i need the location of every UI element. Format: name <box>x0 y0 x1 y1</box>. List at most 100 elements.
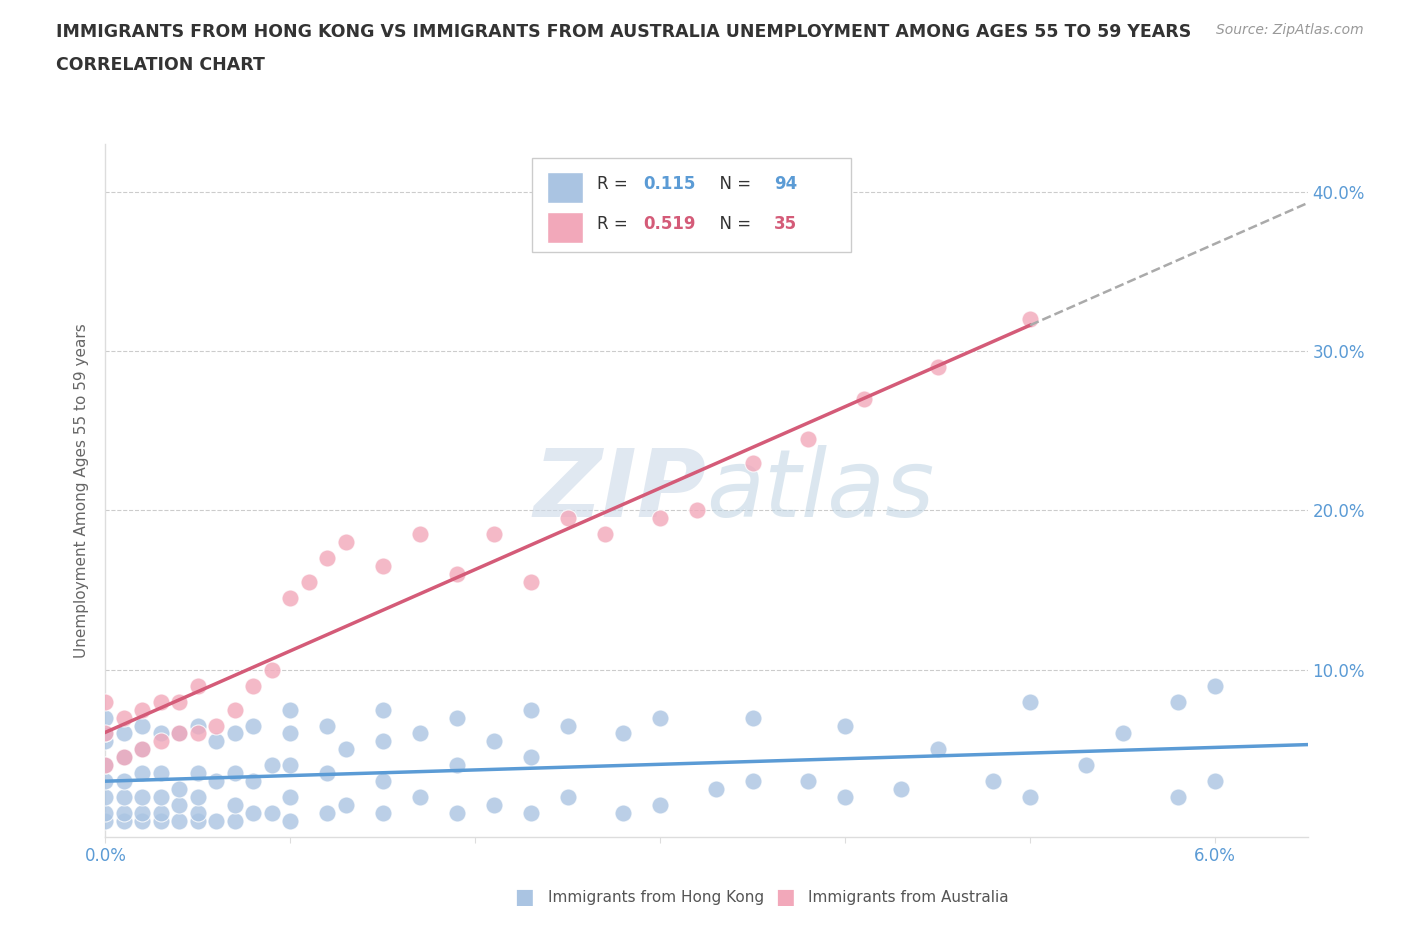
Point <box>94 711 117 725</box>
Point <box>927 360 949 375</box>
Point <box>280 702 302 717</box>
Point <box>205 718 228 733</box>
Point <box>131 805 153 820</box>
Point <box>131 765 153 780</box>
Point <box>242 774 264 789</box>
Point <box>224 765 246 780</box>
Point <box>94 726 117 741</box>
Point <box>316 551 339 565</box>
Point <box>112 814 135 829</box>
Point <box>1111 726 1133 741</box>
Point <box>149 726 172 741</box>
Point <box>187 726 209 741</box>
Text: Immigrants from Hong Kong: Immigrants from Hong Kong <box>548 890 765 905</box>
Point <box>371 559 394 574</box>
Point <box>94 694 117 709</box>
Point <box>94 790 117 804</box>
Point <box>169 694 191 709</box>
Point <box>371 774 394 789</box>
FancyBboxPatch shape <box>547 172 582 203</box>
Point <box>1204 774 1226 789</box>
Point <box>612 726 634 741</box>
Point <box>371 702 394 717</box>
Point <box>741 456 763 471</box>
Point <box>187 765 209 780</box>
Point <box>112 774 135 789</box>
Point <box>520 575 543 590</box>
Point <box>482 798 505 813</box>
Point <box>94 758 117 773</box>
Text: ZIP: ZIP <box>534 445 707 537</box>
Text: N =: N = <box>709 215 756 233</box>
Point <box>280 814 302 829</box>
Text: Immigrants from Australia: Immigrants from Australia <box>808 890 1010 905</box>
Point <box>371 734 394 749</box>
Point <box>482 527 505 542</box>
Point <box>520 805 543 820</box>
Point <box>834 718 856 733</box>
Point <box>335 742 357 757</box>
Point <box>741 774 763 789</box>
Point <box>187 814 209 829</box>
Point <box>927 742 949 757</box>
Point <box>205 774 228 789</box>
Y-axis label: Unemployment Among Ages 55 to 59 years: Unemployment Among Ages 55 to 59 years <box>75 324 90 658</box>
Point <box>131 742 153 757</box>
Point <box>1167 694 1189 709</box>
Point <box>242 718 264 733</box>
Point <box>686 503 709 518</box>
Point <box>557 511 579 525</box>
Point <box>242 678 264 693</box>
Point <box>280 726 302 741</box>
Point <box>316 718 339 733</box>
Point <box>797 774 820 789</box>
Text: CORRELATION CHART: CORRELATION CHART <box>56 56 266 73</box>
Point <box>557 718 579 733</box>
Point <box>169 726 191 741</box>
Point <box>409 527 432 542</box>
Point <box>169 814 191 829</box>
Point <box>112 805 135 820</box>
Point <box>520 750 543 764</box>
Point <box>650 798 672 813</box>
Point <box>650 711 672 725</box>
Point <box>149 765 172 780</box>
Point <box>1167 790 1189 804</box>
Point <box>446 758 468 773</box>
Point <box>852 392 875 406</box>
Point <box>520 702 543 717</box>
Text: R =: R = <box>598 175 633 193</box>
Text: 0.115: 0.115 <box>643 175 695 193</box>
Point <box>187 790 209 804</box>
Point <box>446 711 468 725</box>
Point <box>335 535 357 550</box>
Point <box>149 805 172 820</box>
Point <box>260 805 283 820</box>
Point <box>169 726 191 741</box>
Point <box>1019 790 1042 804</box>
Point <box>94 814 117 829</box>
Point <box>280 790 302 804</box>
Point <box>224 814 246 829</box>
Point <box>169 782 191 797</box>
Point <box>316 805 339 820</box>
Point <box>593 527 616 542</box>
Text: 35: 35 <box>773 215 797 233</box>
Point <box>409 790 432 804</box>
Text: ■: ■ <box>775 887 794 908</box>
Point <box>149 734 172 749</box>
Point <box>169 798 191 813</box>
Point <box>482 734 505 749</box>
Point <box>149 814 172 829</box>
Point <box>112 711 135 725</box>
Point <box>94 734 117 749</box>
Point <box>94 758 117 773</box>
Text: 94: 94 <box>773 175 797 193</box>
Point <box>131 718 153 733</box>
Point <box>224 702 246 717</box>
Point <box>335 798 357 813</box>
Point <box>112 726 135 741</box>
Text: 0.519: 0.519 <box>643 215 696 233</box>
Point <box>1019 694 1042 709</box>
Point <box>409 726 432 741</box>
